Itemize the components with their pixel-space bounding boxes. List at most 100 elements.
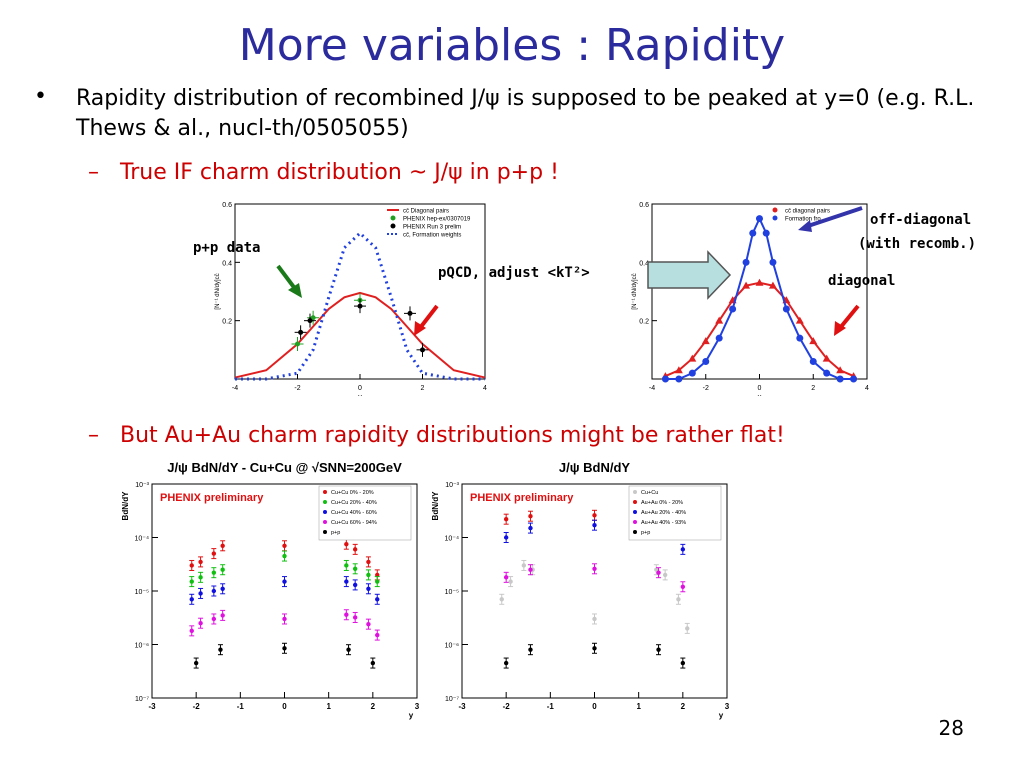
y-tick-label: 0.6 bbox=[639, 202, 649, 209]
page-number: 28 bbox=[938, 716, 964, 740]
y-axis-label: [N⁻¹ dN/dy]cc̄ bbox=[215, 273, 221, 309]
y-axis-label: [N⁻¹ dN/dy]cc̄ bbox=[632, 273, 638, 309]
data-point bbox=[295, 341, 300, 347]
data-point bbox=[503, 660, 509, 666]
y-tick-label: 0.4 bbox=[222, 260, 232, 267]
legend-label: Formation fro... bbox=[785, 217, 826, 223]
legend-label: Cu+Cu 0% - 20% bbox=[331, 490, 374, 496]
data-point bbox=[375, 597, 380, 602]
data-point bbox=[528, 647, 533, 652]
legend-label: PHENIX Run 3 prelim bbox=[403, 225, 461, 231]
data-point bbox=[688, 354, 697, 362]
data-point bbox=[680, 584, 686, 589]
data-point bbox=[344, 541, 349, 547]
data-point bbox=[375, 579, 380, 584]
data-point bbox=[282, 579, 287, 584]
y-tick-label: 10⁻³ bbox=[445, 482, 459, 489]
data-point bbox=[189, 628, 194, 634]
data-point bbox=[715, 334, 723, 342]
legend-swatch bbox=[633, 530, 637, 534]
data-point bbox=[310, 315, 316, 321]
legend-swatch bbox=[772, 215, 778, 221]
data-point bbox=[521, 563, 527, 568]
x-tick-label: -3 bbox=[458, 702, 466, 711]
data-point bbox=[211, 616, 217, 622]
sub-bullet-dash-2: – bbox=[88, 423, 99, 448]
data-point bbox=[782, 305, 790, 313]
y-tick-label: 10⁻⁷ bbox=[135, 696, 149, 703]
data-point bbox=[715, 316, 724, 324]
block-arrow-right bbox=[647, 250, 732, 300]
phenix-preliminary-label: PHENIX preliminary bbox=[470, 492, 574, 504]
x-axis-label: y bbox=[409, 711, 414, 720]
label-off-diagonal: off-diagonal bbox=[870, 212, 972, 228]
x-tick-label: 1 bbox=[636, 702, 641, 711]
data-point bbox=[823, 369, 831, 377]
x-tick-label: 4 bbox=[483, 385, 487, 392]
bullet-dot: • bbox=[34, 84, 47, 109]
data-point bbox=[702, 358, 710, 365]
data-point bbox=[352, 615, 358, 620]
data-point bbox=[352, 566, 358, 571]
data-point bbox=[688, 369, 696, 377]
y-axis-label: BdN/dY bbox=[121, 491, 130, 521]
data-point bbox=[768, 281, 777, 289]
data-point bbox=[282, 553, 287, 559]
legend-label: Cu+Cu bbox=[641, 490, 658, 496]
data-point bbox=[795, 316, 804, 324]
data-point bbox=[220, 613, 225, 618]
x-tick-label: -2 bbox=[503, 702, 511, 711]
data-point bbox=[198, 575, 203, 580]
legend-swatch bbox=[323, 500, 327, 504]
data-point bbox=[220, 543, 225, 548]
data-point bbox=[656, 647, 661, 652]
data-point bbox=[198, 559, 203, 565]
data-point bbox=[661, 375, 669, 383]
y-tick-label: 10⁻⁴ bbox=[445, 536, 460, 543]
data-point bbox=[742, 258, 750, 266]
legend-swatch bbox=[633, 510, 637, 514]
y-tick-label: 10⁻³ bbox=[135, 482, 149, 489]
x-tick-label: -2 bbox=[294, 385, 300, 392]
data-point bbox=[198, 591, 203, 596]
data-point bbox=[680, 547, 686, 552]
legend-label: Cu+Cu 40% - 60% bbox=[331, 510, 377, 516]
data-point bbox=[592, 646, 597, 651]
legend-label: Cu+Cu 20% - 40% bbox=[331, 500, 377, 506]
phenix-preliminary-label: PHENIX preliminary bbox=[160, 492, 264, 504]
data-point bbox=[809, 358, 817, 365]
data-point bbox=[592, 566, 597, 571]
x-tick-label: 0 bbox=[758, 385, 762, 392]
legend-swatch bbox=[323, 510, 327, 514]
label-diagonal: diagonal bbox=[828, 273, 896, 289]
data-point bbox=[836, 366, 845, 374]
chart-auau: J/ψ BdN/dY -3 -2 -1 0 1 2 3 10⁻⁷ 10⁻⁶ 10⁻⁵ 10⁻⁴ 10⁻³… bbox=[430, 458, 730, 720]
x-tick-label: 1 bbox=[326, 702, 331, 711]
data-point bbox=[189, 597, 194, 602]
data-point bbox=[193, 660, 199, 666]
blue-arrow bbox=[798, 206, 863, 232]
y-tick-label: 10⁻⁶ bbox=[135, 643, 149, 650]
data-point bbox=[211, 551, 217, 556]
data-point bbox=[375, 632, 380, 638]
data-point bbox=[370, 660, 376, 666]
data-point bbox=[282, 646, 287, 651]
label-pp-data: p+p data bbox=[193, 240, 261, 256]
x-tick-label: 3 bbox=[725, 702, 730, 711]
chart-cucu: J/ψ BdN/dY - Cu+Cu @ √SNN=200GeV -3 -2 -1 0 1… bbox=[120, 458, 420, 720]
data-point bbox=[189, 563, 194, 568]
legend-label: Au+Au 0% - 20% bbox=[641, 500, 683, 506]
data-point bbox=[742, 281, 751, 289]
data-point bbox=[211, 570, 217, 575]
data-point bbox=[218, 647, 223, 652]
sub-bullet-true-if: True IF charm distribution ~ J/ψ in p+p … bbox=[120, 160, 559, 185]
x-axis-label: y bbox=[719, 711, 724, 720]
legend-swatch bbox=[323, 490, 327, 494]
data-point bbox=[592, 513, 597, 518]
data-point bbox=[198, 621, 203, 626]
x-tick-label: 2 bbox=[681, 702, 686, 711]
legend-swatch bbox=[390, 223, 396, 229]
x-tick-label: 4 bbox=[865, 385, 869, 392]
data-point bbox=[528, 514, 533, 519]
